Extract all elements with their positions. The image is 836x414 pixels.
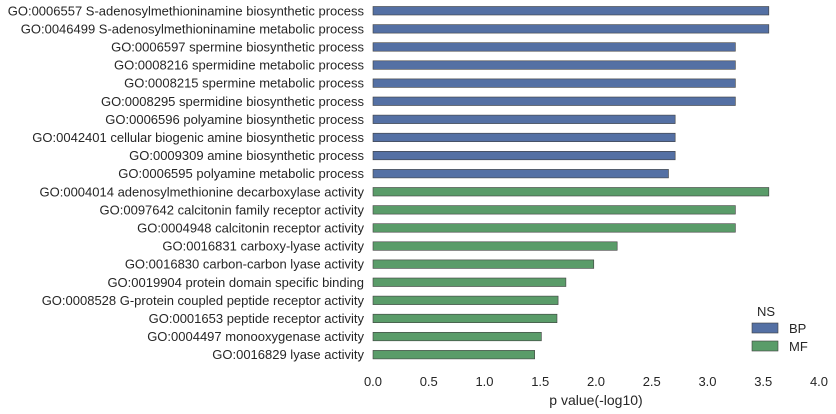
x-tick-label: 3.5 <box>754 374 772 389</box>
category-label: GO:0006597 spermine biosynthetic process <box>111 39 364 54</box>
bar-bp-1 <box>372 6 770 16</box>
x-tick-label: 2.0 <box>587 374 605 389</box>
x-tick-label: 1.5 <box>531 374 549 389</box>
category-label: GO:0097642 calcitonin family receptor ac… <box>100 202 365 217</box>
category-label: GO:0004497 monooxygenase activity <box>147 329 364 344</box>
bar-bp-4 <box>372 60 736 70</box>
category-label: GO:0009309 amine biosynthetic process <box>129 148 364 163</box>
bar-bp-3 <box>372 42 736 52</box>
bar-bp-8 <box>372 132 676 142</box>
category-label: GO:0046499 S-adenosylmethioninamine meta… <box>21 21 365 36</box>
category-labels: GO:0006557 S-adenosylmethioninamine bios… <box>8 3 365 362</box>
bar-bp-9 <box>372 151 676 161</box>
category-label: GO:0004014 adenosylmethionine decarboxyl… <box>40 184 365 199</box>
x-tick-label: 1.0 <box>475 374 493 389</box>
legend-entries: BP MF <box>751 321 808 354</box>
category-label: GO:0008528 G-protein coupled peptide rec… <box>42 293 365 308</box>
legend-swatch-bp <box>751 322 779 334</box>
category-label: GO:0006557 S-adenosylmethioninamine bios… <box>8 3 365 18</box>
x-tick-label: 3.0 <box>698 374 716 389</box>
category-label: GO:0016830 carbon-carbon lyase activity <box>125 257 365 272</box>
bar-bp-10 <box>372 169 669 179</box>
category-label: GO:0042401 cellular biogenic amine biosy… <box>32 130 364 145</box>
legend-swatch-mf <box>751 340 779 352</box>
bar-mf-10 <box>372 350 535 360</box>
category-label: GO:0001653 peptide receptor activity <box>149 311 365 326</box>
bar-mf-2 <box>372 205 736 215</box>
category-label: GO:0006596 polyamine biosynthetic proces… <box>105 112 364 127</box>
category-label: GO:0004948 calcitonin receptor activity <box>137 220 364 235</box>
x-tick-label: 4.0 <box>810 374 828 389</box>
x-tick-label: 0.0 <box>364 374 382 389</box>
bar-mf-7 <box>372 295 559 305</box>
bar-mf-8 <box>372 313 558 324</box>
bar-mf-5 <box>372 259 595 269</box>
bar-mf-6 <box>372 277 567 287</box>
category-label: GO:0008216 spermidine metabolic process <box>114 58 365 73</box>
x-axis-ticks: 0.0 0.5 1.0 1.5 2.0 2.5 3.0 3.5 4.0 <box>364 374 828 389</box>
x-tick-label: 2.5 <box>643 374 661 389</box>
legend-title: NS <box>757 304 775 319</box>
legend-label-mf: MF <box>789 339 808 354</box>
bar-bp-2 <box>372 24 770 34</box>
x-tick-label: 0.5 <box>420 374 438 389</box>
bar-mf-1 <box>372 187 770 197</box>
legend: NS BP MF <box>751 304 808 354</box>
bar-mf-3 <box>372 223 736 233</box>
bar-bp-6 <box>372 96 736 106</box>
bars-group <box>372 6 770 360</box>
bar-mf-4 <box>372 241 618 251</box>
category-label: GO:0019904 protein domain specific bindi… <box>107 275 364 290</box>
legend-label-bp: BP <box>789 321 806 336</box>
category-label: GO:0006595 polyamine metabolic process <box>118 166 364 181</box>
category-label: GO:0008215 spermine metabolic process <box>124 76 364 91</box>
bar-bp-7 <box>372 114 676 124</box>
category-label: GO:0016829 lyase activity <box>212 347 364 362</box>
bar-bp-5 <box>372 78 736 88</box>
category-label: GO:0008295 spermidine biosynthetic proce… <box>101 94 365 109</box>
x-axis-title: p value(-log10) <box>549 392 642 408</box>
bar-mf-9 <box>372 331 542 342</box>
category-label: GO:0016831 carboxy-lyase activity <box>162 239 364 254</box>
